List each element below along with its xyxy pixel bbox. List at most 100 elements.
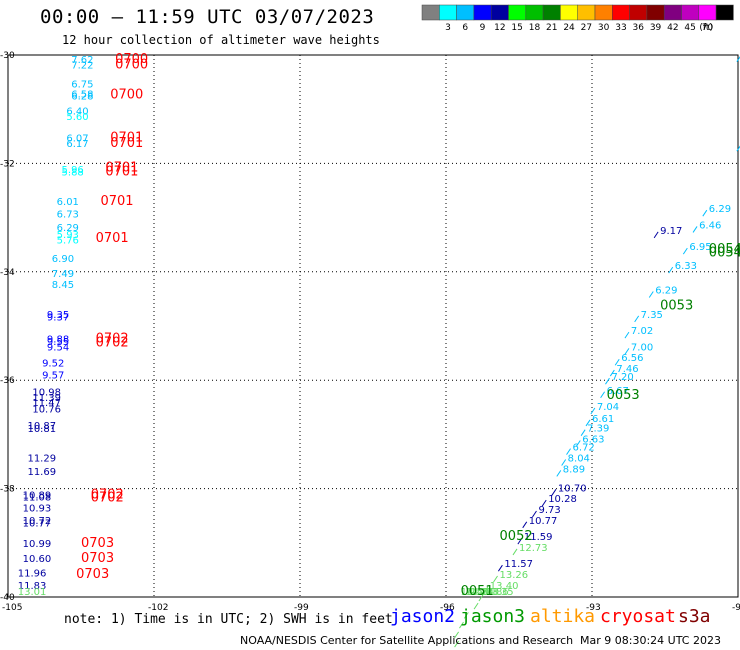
wave-height-label: 13.35 [485,587,514,598]
wave-height-label: 14.88 [470,587,499,598]
time-label: 0701 [105,164,138,179]
track-marker [682,247,688,255]
colorbar-label: 21 [546,23,557,33]
colorbar: 3 6 9 12 15 18 21 24 27 30 33 36 39 42 45 70(ft) [421,4,734,33]
wave-height-label: 10.60 [23,554,52,565]
wave-height-label: 11.96 [18,568,47,579]
wave-height-label: 11.47 [32,398,61,409]
colorbar-label: 9 [480,23,486,33]
data-labels: 7.627.22 6.756.586.28 6.405.60 6.076.17 5.96… [18,52,740,599]
colorbar-swatch [646,4,665,21]
wave-height-label: 6.90 [52,254,74,265]
track-marker [653,231,659,239]
track-marker [600,391,606,399]
wave-height-label: 6.01 [57,197,79,208]
wave-height-label: 10.89 [23,490,52,501]
wave-height-label: 5.76 [57,236,79,247]
wave-height-label: 13.40 [490,581,519,592]
wave-height-label: 6.63 [582,435,604,446]
wave-height-label: 9.52 [42,359,64,370]
wave-height-label: 11.59 [524,532,553,543]
wave-height-label: 14.84 [465,587,494,598]
colorbar-label: 24 [563,23,575,33]
wave-height-label: 10.72 [23,516,52,527]
colorbar-swatch [577,4,596,21]
wave-height-label: 6.40 [66,107,88,118]
wave-height-label: 6.46 [699,220,721,231]
track-marker [736,145,740,152]
track-marker [575,440,581,447]
wave-height-label: 6.58 [71,89,93,100]
wave-height-label: 10.98 [32,387,61,398]
wave-height-label: 9.88 [47,334,69,345]
plot-frame [7,54,739,598]
colorbar-swatch [663,4,682,21]
track-marker [648,291,654,298]
track-marker [497,564,503,572]
wave-height-label: 6.07 [66,134,88,145]
time-label: 0701 [96,231,129,246]
time-label: 0054 [709,246,740,261]
wave-height-label: 11.57 [504,559,533,570]
wave-height-label: 9.37 [47,313,69,324]
track-marker [736,56,740,62]
wave-height-label: 14.58 [461,587,490,598]
time-label: 0054 [709,242,740,257]
time-label: 0702 [91,491,124,506]
x-tick-label: -99 [294,603,309,613]
colorbar-swatch [473,4,492,21]
wave-height-label: 7.00 [631,342,653,353]
generated-timestamp: Mar 9 08:30:24 UTC 2023 [580,634,721,647]
wave-height-label: 6.75 [71,80,93,91]
legend-jason2: jason2 [390,606,456,627]
x-tick-label: -105 [2,603,22,613]
wave-height-label: 9.57 [42,371,64,382]
colorbar-label: 12 [494,23,505,33]
track-marker [580,429,586,436]
wave-height-label: 7.49 [52,269,74,280]
track-marker [609,369,615,377]
track-line-markers [454,56,740,648]
wave-height-label: 10.93 [23,503,52,514]
track-marker [483,586,489,594]
y-tick-label: -34 [0,268,15,278]
wave-height-label: 11.29 [27,454,56,465]
track-marker [517,537,523,545]
colorbar-label: 39 [650,23,662,33]
y-tick-label: -36 [0,376,15,386]
colorbar-label: 42 [667,23,678,33]
track-marker [522,521,528,529]
wave-height-label: 6.95 [689,242,711,253]
wave-height-label: 13.54 [461,587,490,598]
track-marker [624,348,630,355]
colorbar-label: 15 [511,23,522,33]
wave-height-label: 7.35 [641,310,663,321]
x-tick-label: -96 [440,603,455,613]
colorbar-label: 45 [684,23,695,33]
wave-height-label: 6.29 [655,285,677,296]
wave-height-label: 5.93 [57,230,79,241]
wave-height-label: 11.08 [23,493,52,504]
wave-height-label: 5.60 [66,112,88,123]
time-label: 0703 [76,567,109,582]
wave-height-label: 10.81 [27,424,56,435]
time-label: 0703 [81,551,114,566]
colorbar-label: 30 [598,23,610,33]
time-label: 0703 [81,536,114,551]
colorbar-label: 36 [633,23,645,33]
footer-note: note: 1) Time is in UTC; 2) SWH is in fe… [64,612,393,627]
time-label: 0702 [96,331,129,346]
track-marker [668,266,674,274]
wave-height-label: 10.99 [23,539,52,550]
chart-title: 00:00 – 11:59 UTC 03/07/2023 [40,6,375,28]
colorbar-swatch [421,4,440,21]
time-label: 0702 [91,487,124,502]
wave-height-label: 9.55 [47,337,69,348]
wave-height-label: 10.28 [548,494,577,505]
track-marker [454,640,460,648]
track-marker [493,575,498,583]
credit-text: NOAA/NESDIS Center for Satellite Applica… [240,634,574,647]
x-tick-label: -90 [732,603,740,613]
legend-altika: altika [530,606,596,627]
